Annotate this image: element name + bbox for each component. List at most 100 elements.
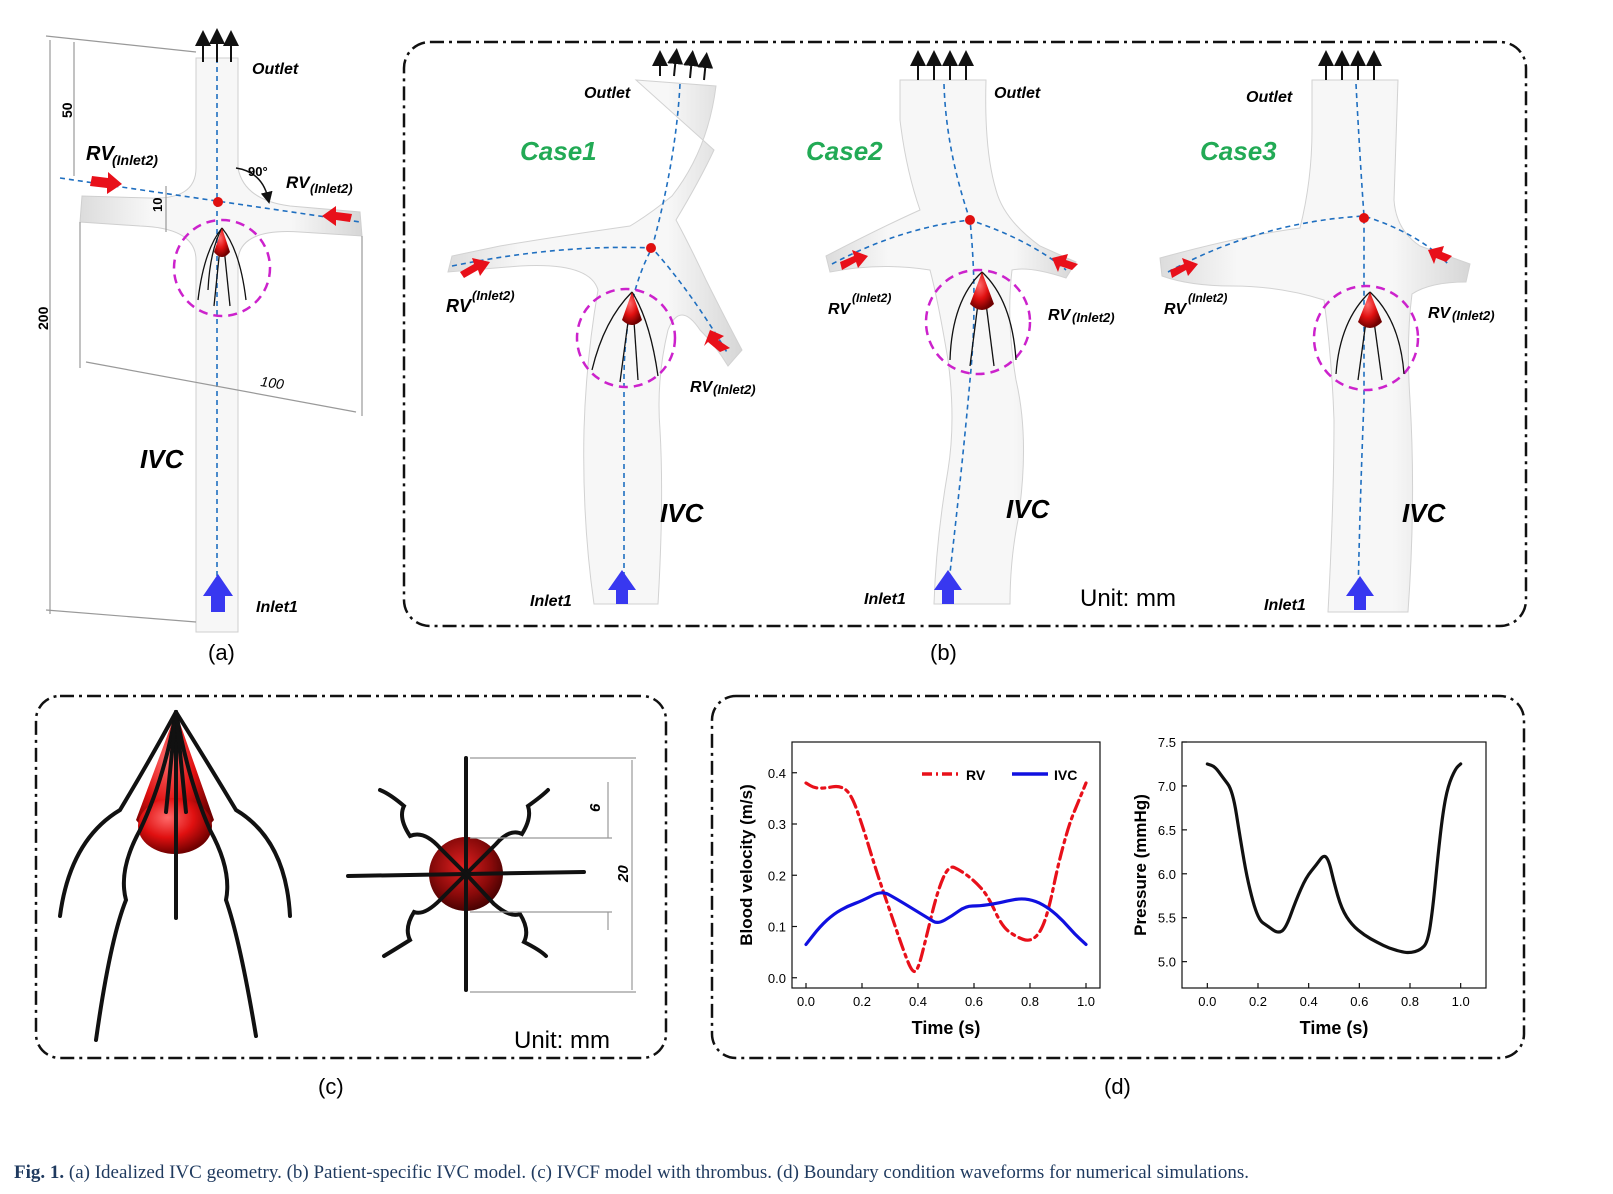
rv-left-label: RV [86,143,115,165]
angle-label: 90° [248,164,268,179]
case3-rv-right: RV [1428,305,1452,322]
junction-point [213,197,223,207]
velocity-xtick-label: 0.8 [1021,994,1039,1009]
case3-rv-left: RV [1164,301,1188,318]
outlet-arrows [195,28,239,62]
panel-a: Outlet RV (Inlet2) RV (Inlet2) IVC Inlet… [35,28,363,665]
velocity-xtick-label: 0.0 [797,994,815,1009]
ivc-label: IVC [140,444,185,474]
case1-rv-right: RV [690,379,714,396]
velocity-ytick-label: 0.1 [768,920,786,935]
pressure-ytick-label: 7.0 [1158,779,1176,794]
case1-outlet: Outlet [584,85,631,102]
velocity-xtick-label: 0.2 [853,994,871,1009]
panel-c: 6 20 Unit: mm (c) [34,694,668,1099]
velocity-series-rv [804,781,1088,974]
case3-rv-right-sub: (Inlet2) [1452,308,1495,323]
figure-caption: Fig. 1. (a) Idealized IVC geometry. (b) … [14,1162,1604,1184]
panel-d-letter: (d) [1104,1074,1131,1099]
filter-top-view: 6 20 [346,756,636,993]
dim-200: 200 [35,306,51,330]
outlet-label: Outlet [252,61,299,78]
rv-left-arrow [90,172,122,194]
case1-rv-left: RV [446,296,473,316]
case2-ivc: IVC [1006,494,1051,524]
pressure-xtick-label: 0.8 [1401,994,1419,1009]
velocity-ytick-label: 0.3 [768,817,786,832]
pressure-ytick-label: 7.5 [1158,735,1176,750]
case1-rv-right-sub: (Inlet2) [713,382,756,397]
case2-rv-right-sub: (Inlet2) [1072,310,1115,325]
pressure-ylabel: Pressure (mmHg) [1131,794,1150,936]
case3-ivc: IVC [1402,498,1447,528]
case1-model: Case1 Outlet RV (Inlet2) RV (Inlet2) IVC… [446,48,756,610]
pressure-ytick-label: 5.0 [1158,955,1176,970]
pressure-xtick-label: 0.6 [1350,994,1368,1009]
pressure-chart: 0.0 0.2 0.4 0.6 0.8 1.0 5.0 5.5 6.0 6.5 7.0 7.5 Ti… [1131,735,1487,1038]
legend-ivc-label: IVC [1054,767,1077,783]
panel-b-letter: (b) [930,640,957,665]
dim-50: 50 [59,102,75,118]
pressure-ytick-label: 6.5 [1158,823,1176,838]
velocity-chart: 0.0 0.2 0.4 0.6 0.8 1.0 0.0 0.1 0.2 0.3 0.4 Time … [737,741,1101,1038]
pressure-xtick-label: 0.4 [1300,994,1318,1009]
pressure-ytick-label: 5.5 [1158,911,1176,926]
panel-b-unit: Unit: mm [1080,585,1176,612]
dim-6: 6 [587,803,604,812]
dimension-lines [45,35,363,623]
thrombus-mini [214,228,230,257]
panel-a-letter: (a) [208,640,235,665]
velocity-xlabel: Time (s) [912,1018,981,1038]
inlet1-arrow [203,574,233,612]
case3-rv-left-sub: (Inlet2) [1188,291,1227,305]
velocity-xtick-label: 0.4 [909,994,927,1009]
case3-outlet: Outlet [1246,89,1293,106]
panel-b: Case1 Outlet RV (Inlet2) RV (Inlet2) IVC… [402,40,1528,665]
case1-title: Case1 [520,136,597,166]
panel-d-frame [710,694,1526,1060]
velocity-xtick-label: 1.0 [1077,994,1095,1009]
rv-right-sub: (Inlet2) [310,181,353,196]
caption-text: (a) Idealized IVC geometry. (b) Patient-… [68,1162,1250,1183]
idealized-vessel [79,57,363,633]
dim-20: 20 [615,865,632,883]
filter-side-view [58,710,292,1042]
dim-10: 10 [150,198,165,212]
velocity-ytick-label: 0.0 [768,971,786,986]
case1-ivc: IVC [660,498,705,528]
case2-rv-left-sub: (Inlet2) [852,291,891,305]
velocity-legend: RV IVC [922,767,1077,783]
pressure-xtick-label: 0.2 [1249,994,1267,1009]
case2-rv-left: RV [828,301,852,318]
inlet1-label: Inlet1 [256,599,298,616]
pressure-xlabel: Time (s) [1300,1018,1369,1038]
dim-100: 100 [260,373,286,392]
case1-rv-left-sub: (Inlet2) [472,288,515,303]
rv-right-arrow [322,206,352,226]
filter-highlight-circle [172,218,272,318]
panel-c-letter: (c) [318,1074,344,1099]
case3-inlet1: Inlet1 [1264,597,1306,614]
pressure-xtick-label: 1.0 [1452,994,1470,1009]
case1-inlet1: Inlet1 [530,593,572,610]
velocity-ytick-label: 0.2 [768,868,786,883]
rv-left-sub: (Inlet2) [112,152,158,168]
pressure-series-line [1205,762,1463,955]
pressure-ytick-label: 6.0 [1158,867,1176,882]
panel-c-frame [34,694,668,1060]
velocity-plot-area [791,741,1101,989]
case3-title: Case3 [1200,136,1277,166]
caption-label: Fig. 1. [14,1162,65,1183]
case2-title: Case2 [806,136,883,166]
velocity-series-ivc [804,891,1088,947]
panel-b-frame [402,40,1528,628]
panel-c-unit: Unit: mm [514,1027,610,1054]
velocity-ylabel: Blood velocity (m/s) [737,784,756,946]
legend-rv-label: RV [966,767,986,783]
case2-model: Case2 Outlet RV (Inlet2) RV (Inlet2) IVC… [806,50,1115,608]
pressure-xtick-label: 0.0 [1198,994,1216,1009]
case2-outlet: Outlet [994,85,1041,102]
pressure-plot-area [1181,741,1487,989]
case3-model: Case3 Outlet RV (Inlet2) RV (Inlet2) IVC… [1159,50,1495,614]
